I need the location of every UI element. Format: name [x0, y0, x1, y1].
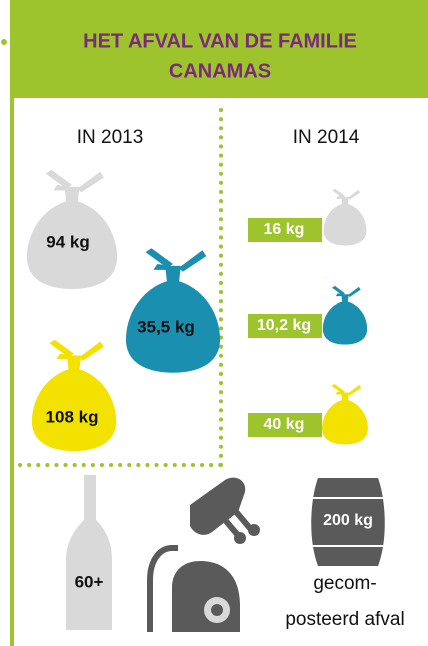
barrel-label: 200 kg: [323, 512, 373, 529]
mixer: [190, 478, 260, 544]
bag-blue: [323, 286, 367, 345]
vacuum: [150, 548, 240, 632]
bag-yellow: [32, 340, 116, 451]
title-line: CANAMAS: [169, 60, 271, 82]
side-dot: [1, 39, 7, 45]
infographic: HET AFVAL VAN DE FAMILIE CANAMAS IN 2013…: [0, 0, 428, 646]
bottle-label: 60+: [75, 572, 104, 591]
bag-label: 16 kg: [264, 221, 305, 238]
bag-label: 94 kg: [46, 232, 89, 251]
year-heading: IN 2014: [293, 127, 360, 148]
bag-grey: [27, 170, 117, 289]
bag-label: 35,5 kg: [137, 317, 195, 336]
caption-line: gecom-: [313, 573, 376, 594]
caption-line: posteerd afval: [285, 609, 404, 630]
bag-label: 10,2 kg: [257, 317, 311, 334]
bag-yellow: [322, 384, 368, 445]
bag-label: 40 kg: [264, 416, 305, 433]
bag-grey: [324, 189, 367, 246]
bottle: [66, 475, 112, 630]
year-heading: IN 2013: [77, 127, 144, 148]
title-line: HET AFVAL VAN DE FAMILIE: [83, 30, 357, 52]
bag-blue: [126, 248, 220, 372]
bag-label: 108 kg: [46, 407, 99, 426]
